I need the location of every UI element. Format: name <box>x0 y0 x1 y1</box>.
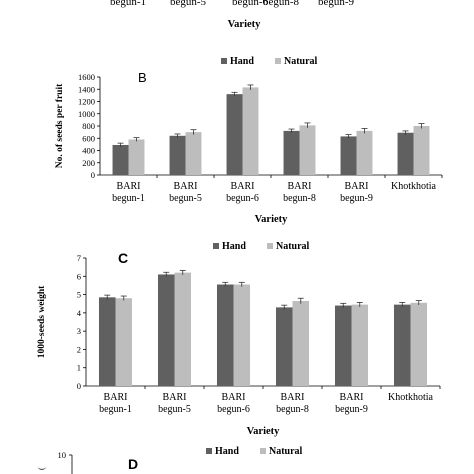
y-tick-label-b-4: 600 <box>82 133 95 143</box>
chart-panel-b: Hand Natural B 0 200 400 600 800 1000 1200 1400 160… <box>55 56 443 225</box>
y-tick-label-b-5: 800 <box>82 121 95 131</box>
x-tick-label-c-6-line1: Khotkhotia <box>388 392 434 403</box>
panel-letter-d: D <box>128 456 138 472</box>
y-tick-label-b-3: 400 <box>82 146 95 156</box>
legend-swatch-c-1 <box>213 243 219 249</box>
bar-c-hand-4 <box>275 307 293 386</box>
x-tick-label-c-3-line1: BARI <box>222 392 246 403</box>
y-tick-label-d-1: 10 <box>58 450 67 460</box>
x-tick-label-c-1-line1: BARI <box>104 392 128 403</box>
x-tick-label-b-5-line2: begun-9 <box>340 193 373 204</box>
x-tick-label-c-2-line1: BARI <box>163 392 187 403</box>
bar-c-hand-3 <box>216 284 234 386</box>
y-tick-label-c-1: 0 <box>77 381 81 391</box>
x-axis-title-b: Variety <box>255 214 289 225</box>
bar-b-natural-2 <box>185 132 202 175</box>
bar-b-hand-3 <box>226 94 243 175</box>
x-tick-label-b-3-line1: BARI <box>231 181 255 192</box>
x-tick-label-b-6-line1: Khotkhotia <box>391 181 437 192</box>
x-axis-title-c: Variety <box>247 426 281 437</box>
legend-swatch-d-2 <box>260 448 266 454</box>
x-tick-label-c-5-line2: begun-9 <box>335 404 368 415</box>
bar-c-natural-1 <box>115 298 133 386</box>
panel-letter-c: C <box>118 250 128 266</box>
y-tick-label-c-2: 1 <box>77 363 81 373</box>
x-tick-label-b-4-line1: BARI <box>288 181 312 192</box>
x-tick-label-b-1-line2: begun-1 <box>112 193 145 204</box>
legend-label-b-1: Hand <box>230 56 254 67</box>
top-x-axis-title: Variety <box>228 19 262 30</box>
legend-label-d-2: Natural <box>269 446 303 457</box>
x-tick-label-c-4-line1: BARI <box>281 392 305 403</box>
panel-letter-b: B <box>138 70 147 85</box>
y-tick-label-c-5: 4 <box>77 308 82 318</box>
legend-label-b-2: Natural <box>284 56 318 67</box>
x-tick-label-c-1-line2: begun-1 <box>99 404 132 415</box>
chart-panel-d: Hand Natural D 10 ( <box>37 446 303 474</box>
y-tick-label-c-3: 2 <box>77 344 81 354</box>
y-tick-label-b-9: 1600 <box>78 72 95 82</box>
bar-b-hand-5 <box>340 136 357 175</box>
y-tick-label-c-4: 3 <box>77 326 81 336</box>
legend-label-d-1: Hand <box>215 446 239 457</box>
bar-c-hand-5 <box>334 305 352 386</box>
top-partial-panel: begun-1 begun-5 begun-6 begun-8 begun-9 … <box>110 0 355 30</box>
y-tick-label-c-8: 7 <box>77 253 81 263</box>
x-tick-label-b-4-line2: begun-8 <box>283 193 316 204</box>
x-tick-label-b-2-line2: begun-5 <box>169 193 202 204</box>
legend-swatch-c-2 <box>267 243 273 249</box>
bar-c-hand-6 <box>393 304 411 386</box>
x-tick-label-c-2-line2: begun-5 <box>158 404 191 415</box>
top-tick-label-1: begun-1 <box>110 0 146 8</box>
bar-b-natural-4 <box>299 125 316 175</box>
y-axis-title-b: No. of seeds per fruit <box>55 83 65 168</box>
y-tick-label-b-7: 1200 <box>78 97 95 107</box>
chart-panel-c: Hand Natural C 0 1 2 3 4 5 6 7 1000-seeds weight BAR… <box>37 241 441 437</box>
bar-c-natural-6 <box>410 302 428 386</box>
bar-b-natural-6 <box>413 126 430 175</box>
x-tick-label-b-5-line1: BARI <box>345 181 369 192</box>
legend-swatch-b-1 <box>221 58 227 64</box>
bar-b-natural-3 <box>242 87 259 175</box>
bar-c-natural-4 <box>292 300 310 386</box>
bar-b-hand-1 <box>112 144 129 175</box>
legend-label-c-2: Natural <box>276 241 310 252</box>
top-tick-label-4: begun-8 <box>263 0 300 8</box>
y-tick-label-c-6: 5 <box>77 290 81 300</box>
bar-c-natural-3 <box>233 284 251 386</box>
y-tick-label-b-2: 200 <box>82 158 95 168</box>
top-tick-label-2: begun-5 <box>170 0 207 8</box>
top-tick-label-3: begun-6 <box>232 0 269 8</box>
x-tick-label-b-2-line1: BARI <box>174 181 198 192</box>
bar-b-hand-2 <box>169 135 186 175</box>
bar-c-natural-5 <box>351 304 369 386</box>
x-tick-label-b-1-line1: BARI <box>117 181 141 192</box>
y-axis-title-c: 1000-seeds weight <box>37 285 47 358</box>
legend-label-c-1: Hand <box>222 241 246 252</box>
bar-b-hand-6 <box>397 132 414 175</box>
x-tick-label-c-5-line1: BARI <box>340 392 364 403</box>
x-tick-label-c-4-line2: begun-8 <box>276 404 309 415</box>
y-tick-label-b-1: 0 <box>91 170 95 180</box>
legend-swatch-b-2 <box>275 58 281 64</box>
y-tick-label-b-6: 1000 <box>78 109 95 119</box>
x-tick-label-c-3-line2: begun-6 <box>217 404 250 415</box>
bar-b-natural-5 <box>356 130 373 175</box>
y-axis-title-fragment-d: ( <box>37 467 46 470</box>
top-tick-label-5: begun-9 <box>318 0 355 8</box>
x-tick-label-b-3-line2: begun-6 <box>226 193 259 204</box>
y-tick-label-c-7: 6 <box>77 271 81 281</box>
y-tick-label-b-8: 1400 <box>78 84 95 94</box>
bar-c-hand-2 <box>157 274 175 386</box>
legend-swatch-d-1 <box>206 448 212 454</box>
bar-b-hand-4 <box>283 130 300 175</box>
bar-c-hand-1 <box>98 297 116 386</box>
bar-c-natural-2 <box>174 272 192 386</box>
bar-b-natural-1 <box>128 139 145 175</box>
